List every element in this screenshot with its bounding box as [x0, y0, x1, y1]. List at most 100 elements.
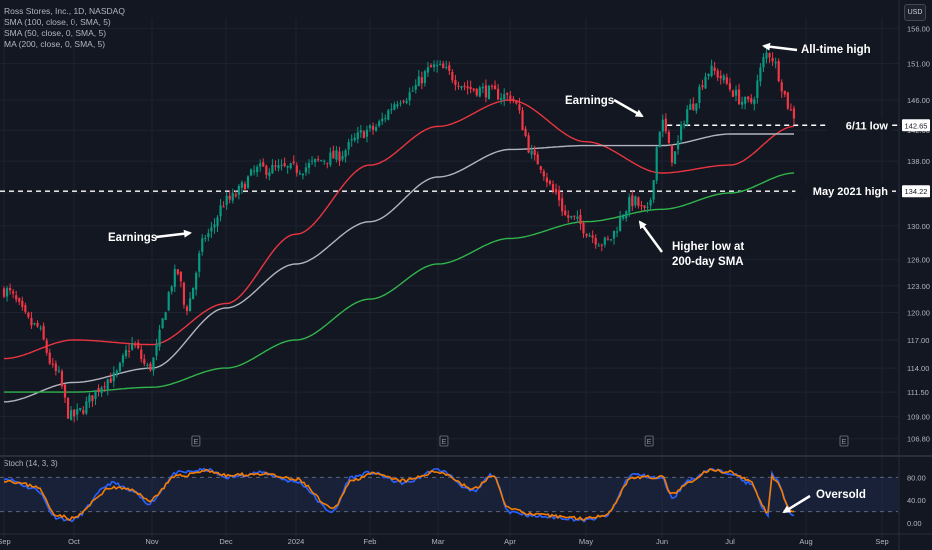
candle-up — [698, 86, 701, 103]
candle-down — [713, 67, 716, 71]
candle-up — [310, 160, 314, 162]
candle-down — [457, 85, 460, 87]
candle-up — [609, 239, 613, 241]
candle-up — [323, 160, 326, 162]
candle-down — [512, 98, 515, 100]
candle-up — [615, 231, 619, 233]
candle-up — [161, 318, 164, 329]
candle-down — [737, 89, 741, 105]
stoch-tick-label: 0.00 — [907, 519, 922, 528]
candle-up — [423, 71, 426, 84]
candle-down — [30, 317, 33, 326]
time-tick-label: Sep — [875, 537, 888, 546]
candle-down — [548, 180, 552, 184]
candle-up — [106, 379, 109, 390]
candle-up — [204, 238, 207, 240]
candle-up — [619, 217, 622, 232]
candle-down — [143, 359, 146, 364]
candle-up — [33, 323, 36, 325]
annotation-arrow — [638, 220, 664, 253]
candle-down — [518, 104, 521, 111]
annotation-all-time-high: All-time high — [801, 44, 871, 56]
candle-up — [286, 166, 289, 168]
candle-up — [219, 205, 222, 217]
candle-down — [789, 109, 792, 111]
candle-down — [371, 125, 375, 130]
candle-up — [314, 158, 317, 163]
candle-down — [567, 215, 570, 218]
candle-up — [240, 182, 243, 188]
stoch-tick-label: 80.00 — [907, 473, 926, 482]
candle-down — [484, 85, 487, 98]
currency-button[interactable]: USD — [904, 4, 926, 21]
candle-down — [97, 388, 100, 393]
sma100-line — [4, 133, 794, 403]
candle-down — [725, 77, 728, 84]
candle-up — [405, 100, 408, 103]
price-tick-label: 109.00 — [907, 413, 930, 422]
candle-down — [631, 195, 634, 207]
candle-up — [307, 163, 311, 168]
candle-down — [506, 93, 509, 95]
candle-up — [384, 118, 387, 120]
candle-down — [533, 150, 536, 156]
candle-down — [51, 363, 54, 365]
candle-up — [301, 173, 304, 176]
candle-down — [573, 215, 576, 217]
price-tick-label: 151.00 — [907, 60, 930, 69]
candle-down — [2, 288, 6, 297]
price-tag-label: 134.22 — [905, 187, 928, 196]
candle-up — [707, 73, 710, 77]
candle-up — [213, 224, 216, 228]
candle-down — [783, 90, 786, 95]
candle-up — [365, 129, 369, 137]
candle-up — [268, 172, 271, 177]
candle-up — [774, 61, 777, 64]
candle-up — [734, 89, 738, 96]
candle-down — [692, 103, 695, 110]
candle-up — [426, 67, 430, 73]
candle-down — [728, 83, 731, 90]
candle-down — [179, 271, 182, 282]
candle-down — [91, 395, 94, 401]
candle-up — [487, 85, 491, 100]
candle-down — [149, 363, 152, 371]
price-tag-label: 142.65 — [905, 121, 928, 130]
candle-up — [173, 269, 176, 287]
candle-up — [436, 65, 439, 67]
time-tick-label: Sep — [0, 537, 11, 546]
candle-up — [88, 395, 91, 403]
candle-down — [66, 398, 70, 419]
candle-down — [747, 96, 750, 100]
candle-up — [686, 109, 689, 124]
time-tick-label: Jul — [725, 537, 735, 546]
earnings-marker-label: E — [842, 439, 847, 446]
candle-down — [582, 222, 585, 234]
candle-down — [594, 237, 597, 245]
price-tick-label: 138.00 — [907, 157, 930, 166]
candle-down — [472, 88, 475, 91]
candle-up — [329, 152, 332, 165]
candle-up — [335, 150, 338, 160]
candle-up — [634, 196, 637, 206]
candle-up — [375, 127, 378, 131]
candle-down — [12, 291, 15, 294]
candle-up — [76, 409, 79, 415]
candle-up — [121, 355, 125, 363]
candle-up — [414, 85, 417, 90]
candle-down — [36, 323, 39, 327]
candle-up — [603, 237, 606, 245]
candle-down — [750, 98, 753, 103]
candle-up — [503, 94, 506, 100]
candle-up — [253, 170, 256, 172]
candle-up — [112, 372, 115, 382]
candle-down — [637, 197, 640, 206]
candle-down — [591, 235, 594, 238]
candle-down — [82, 410, 85, 414]
candle-up — [765, 52, 768, 59]
price-tick-label: 114.00 — [907, 364, 929, 373]
candle-up — [70, 410, 73, 420]
candlesticks — [2, 46, 796, 423]
annotation-arrow — [155, 229, 192, 239]
